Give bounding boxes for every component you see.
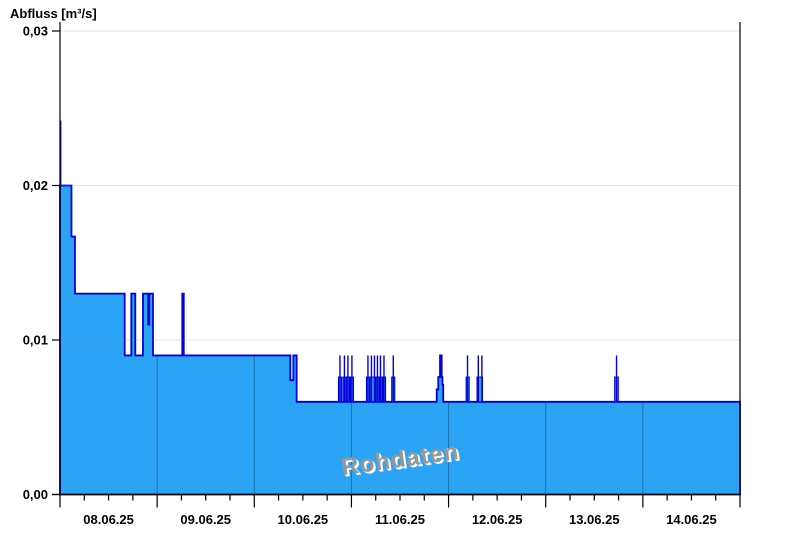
svg-text:0,02: 0,02: [23, 178, 48, 193]
x-axis-ticks: [59, 494, 741, 508]
svg-text:10.06.25: 10.06.25: [278, 512, 329, 527]
svg-text:09.06.25: 09.06.25: [180, 512, 231, 527]
axes: [52, 22, 741, 496]
discharge-area-series: [59, 184, 741, 496]
svg-text:08.06.25: 08.06.25: [83, 512, 134, 527]
y-axis-labels: 0,00 0,01 0,02 0,03: [23, 24, 48, 503]
y-axis-ticks: [52, 30, 60, 496]
horizontal-grid-lines: [60, 30, 740, 341]
x-axis-date-labels: 08.06.25 09.06.25 10.06.25 11.06.25 12.06.25…: [83, 512, 716, 527]
svg-text:12.06.25: 12.06.25: [472, 512, 523, 527]
svg-text:0,00: 0,00: [23, 487, 48, 502]
svg-text:0,01: 0,01: [23, 333, 48, 348]
svg-text:14.06.25: 14.06.25: [666, 512, 717, 527]
chart-title: Abfluss [m³/s]: [10, 6, 97, 21]
svg-text:13.06.25: 13.06.25: [569, 512, 620, 527]
svg-text:0,03: 0,03: [23, 24, 48, 39]
svg-text:11.06.25: 11.06.25: [375, 512, 425, 527]
day-grid-lines: [156, 356, 644, 494]
